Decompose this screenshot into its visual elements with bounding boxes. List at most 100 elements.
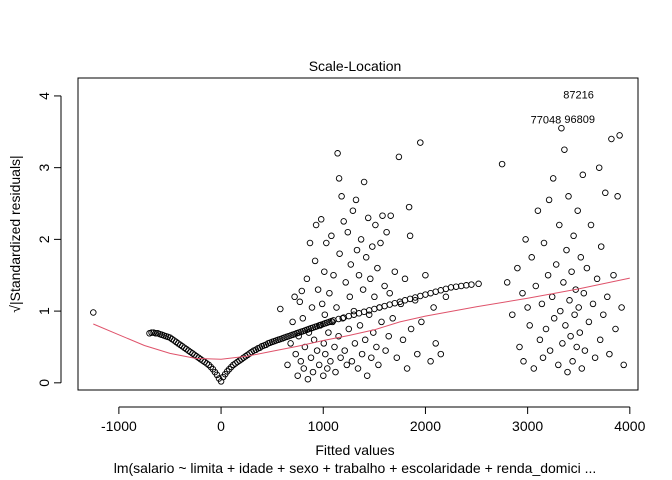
data-point bbox=[339, 315, 346, 322]
data-point bbox=[397, 300, 405, 308]
data-point bbox=[320, 340, 328, 347]
data-point bbox=[381, 282, 388, 290]
x-tick-label: -1000 bbox=[101, 418, 137, 434]
data-point bbox=[539, 354, 547, 361]
data-point bbox=[575, 304, 582, 311]
data-point bbox=[307, 354, 315, 361]
data-point bbox=[391, 268, 399, 275]
data-point bbox=[309, 368, 317, 376]
data-point bbox=[583, 264, 591, 272]
data-point bbox=[401, 275, 409, 283]
data-point bbox=[353, 246, 361, 254]
data-point bbox=[289, 318, 296, 326]
data-point bbox=[546, 347, 554, 354]
data-point bbox=[343, 361, 351, 369]
data-point bbox=[571, 311, 578, 318]
data-point bbox=[612, 325, 619, 333]
data-point bbox=[556, 221, 563, 229]
data-point bbox=[350, 307, 358, 315]
data-point bbox=[558, 124, 565, 132]
data-point bbox=[371, 293, 378, 301]
outlier-label: 77048 bbox=[531, 115, 562, 127]
data-point bbox=[568, 268, 575, 275]
data-point bbox=[522, 236, 529, 243]
data-point bbox=[321, 268, 328, 275]
data-point bbox=[324, 365, 331, 372]
data-point bbox=[593, 275, 601, 283]
data-point bbox=[580, 289, 588, 297]
y-tick-label: 2 bbox=[36, 235, 52, 243]
data-point bbox=[570, 232, 577, 240]
data-point bbox=[569, 358, 576, 365]
data-point bbox=[349, 207, 357, 214]
data-point bbox=[567, 332, 574, 340]
data-point bbox=[323, 239, 330, 247]
data-point bbox=[148, 329, 155, 336]
data-point bbox=[291, 293, 298, 301]
data-point bbox=[560, 279, 567, 286]
data-point bbox=[322, 350, 329, 358]
data-point bbox=[203, 360, 211, 367]
data-point bbox=[524, 304, 531, 311]
data-point bbox=[555, 361, 562, 369]
data-point bbox=[414, 350, 421, 358]
data-point bbox=[372, 221, 379, 229]
data-point bbox=[382, 347, 389, 354]
data-point bbox=[549, 175, 557, 182]
data-point bbox=[403, 365, 411, 372]
data-point bbox=[364, 214, 372, 222]
x-tick-label: 4000 bbox=[614, 418, 645, 434]
data-point bbox=[303, 275, 311, 283]
data-point bbox=[548, 293, 556, 301]
data-point bbox=[336, 250, 343, 257]
data-point bbox=[287, 340, 294, 347]
data-point bbox=[520, 358, 527, 365]
data-point bbox=[389, 315, 396, 322]
data-point bbox=[367, 275, 374, 283]
y-tick-label: 1 bbox=[36, 307, 52, 315]
data-point bbox=[311, 257, 319, 265]
data-point bbox=[387, 212, 394, 219]
data-point bbox=[368, 354, 375, 361]
x-tick-label: 1000 bbox=[308, 418, 339, 434]
data-point bbox=[362, 254, 370, 261]
data-point bbox=[344, 228, 352, 236]
data-point bbox=[296, 298, 304, 306]
outlier-label: 87216 bbox=[563, 90, 594, 102]
data-point bbox=[544, 271, 552, 279]
data-point bbox=[320, 372, 327, 379]
data-point bbox=[331, 343, 338, 351]
data-point bbox=[437, 350, 445, 358]
data-point bbox=[475, 280, 482, 288]
data-point bbox=[332, 368, 339, 376]
data-point bbox=[542, 325, 550, 333]
data-point bbox=[326, 289, 333, 297]
data-point bbox=[306, 239, 314, 247]
data-point bbox=[581, 347, 589, 354]
data-point bbox=[321, 311, 329, 318]
data-point bbox=[418, 318, 425, 326]
data-point bbox=[608, 135, 615, 143]
data-point bbox=[514, 264, 521, 272]
data-point bbox=[304, 375, 312, 383]
data-point bbox=[328, 232, 335, 240]
data-point bbox=[573, 343, 580, 351]
data-point bbox=[393, 354, 401, 361]
data-point bbox=[432, 340, 439, 347]
data-point bbox=[526, 322, 533, 329]
data-point bbox=[348, 358, 356, 365]
data-point bbox=[417, 139, 424, 146]
data-point bbox=[284, 361, 291, 369]
y-tick-label: 4 bbox=[36, 92, 52, 100]
data-point bbox=[399, 336, 407, 344]
data-point bbox=[577, 254, 585, 261]
data-point bbox=[355, 271, 363, 279]
data-point bbox=[327, 358, 334, 365]
data-point bbox=[530, 365, 538, 372]
data-point bbox=[405, 203, 413, 211]
data-point bbox=[591, 354, 599, 361]
data-point bbox=[538, 300, 546, 308]
data-point bbox=[335, 332, 342, 340]
data-point bbox=[374, 264, 381, 272]
data-point bbox=[385, 332, 392, 340]
